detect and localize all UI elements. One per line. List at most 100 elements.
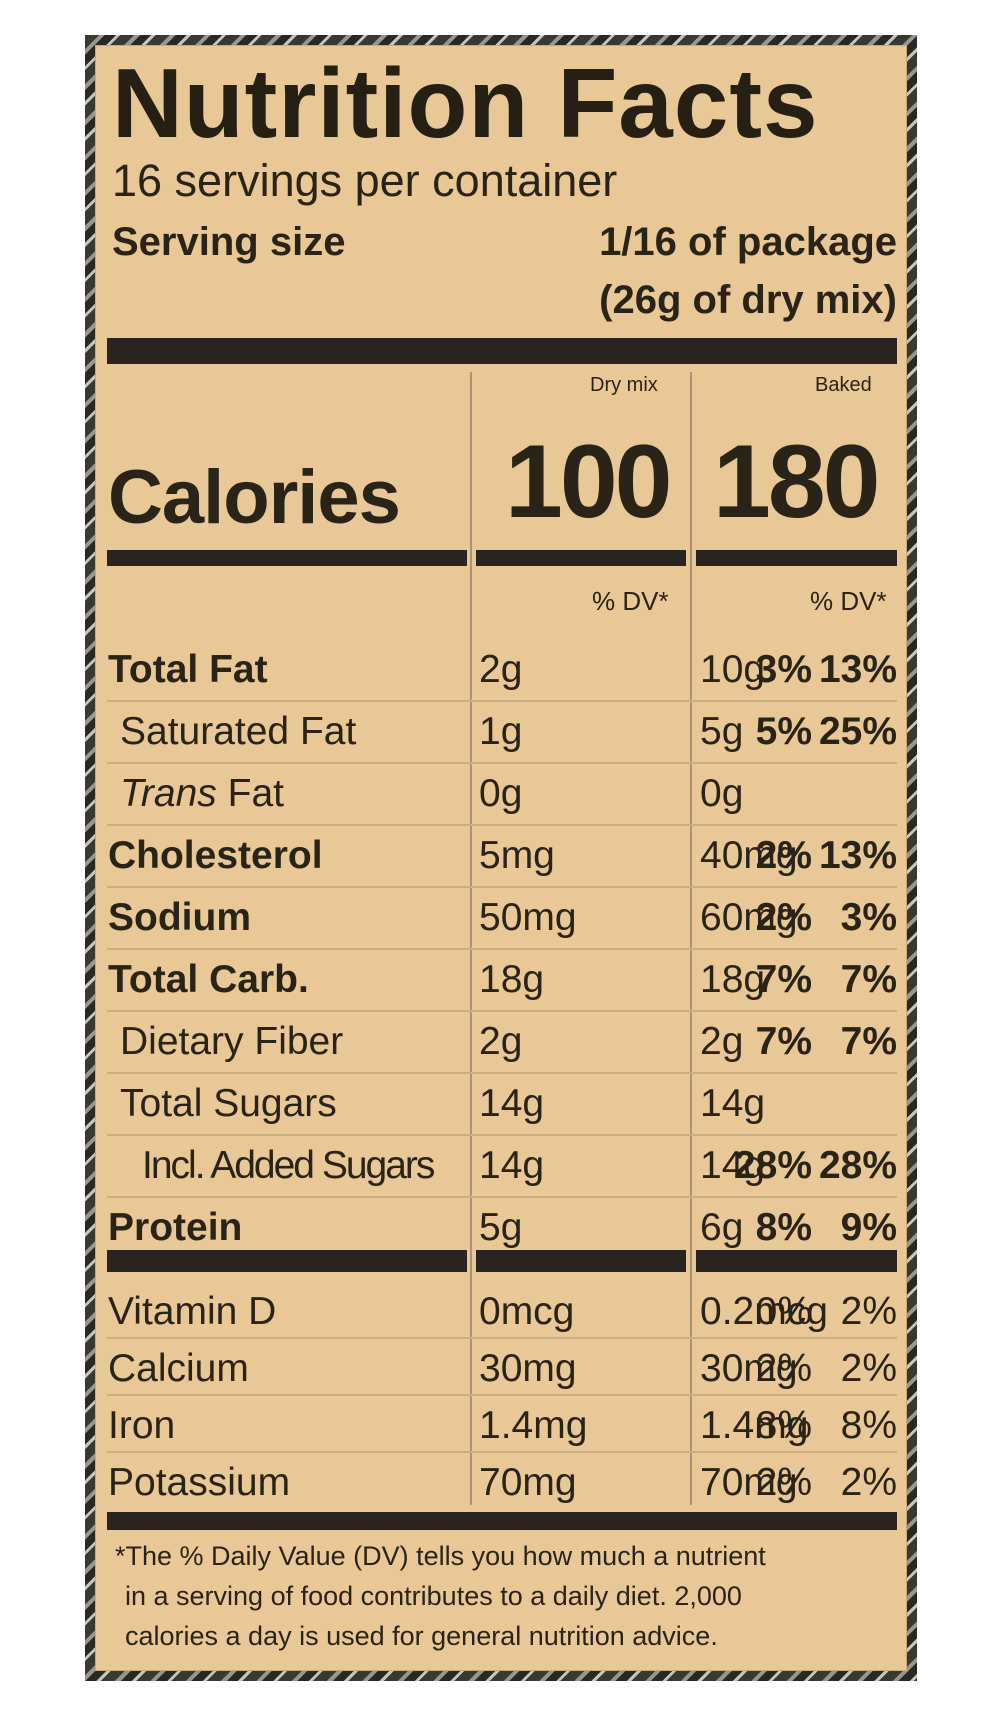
dry-dv: 8%: [755, 1404, 812, 1447]
thick-divider: [107, 1512, 897, 1530]
dry-amount: 2g: [479, 648, 523, 691]
baked-dv: 7%: [840, 958, 897, 1001]
dry-amount: 30mg: [479, 1347, 577, 1390]
row-divider: [107, 824, 897, 826]
vitamin-name: Iron: [108, 1404, 176, 1447]
baked-dv: 7%: [840, 1020, 897, 1063]
serving-size-weight: (26g of dry mix): [599, 278, 897, 322]
baked-amount: 5g: [700, 710, 744, 753]
footnote-line: *The % Daily Value (DV) tells you how mu…: [115, 1541, 766, 1571]
nutrient-name: Total Fat: [108, 648, 268, 691]
baked-amount: 14g: [700, 1144, 766, 1187]
nutrient-row: Trans Fat 0g 0g: [95, 762, 907, 824]
dry-amount: 5mg: [479, 834, 555, 877]
dry-amount: 18g: [479, 958, 545, 1001]
servings-per-container: 16 servings per container: [112, 155, 618, 206]
baked-dv: 8%: [840, 1404, 897, 1447]
medium-divider: [107, 550, 467, 566]
dry-dv: 8%: [755, 1206, 812, 1249]
dry-amount: 14g: [479, 1082, 545, 1125]
dry-amount: 0g: [479, 772, 523, 815]
calories-label: Calories: [108, 455, 401, 540]
nutrient-name: Trans Fat: [120, 774, 284, 813]
footnote-line: in a serving of food contributes to a da…: [125, 1581, 742, 1611]
nutrient-row: Total Carb. 18g 7% 18g 7%: [95, 948, 907, 1010]
baked-dv: 13%: [818, 648, 897, 691]
vitamin-row: Vitamin D 0mcg 0% 0.2mcg 2%: [95, 1280, 907, 1342]
nutrient-name-rest: Fat: [216, 772, 284, 815]
dry-amount: 5g: [479, 1206, 523, 1249]
baked-dv: 13%: [818, 834, 897, 877]
baked-dv: 2%: [840, 1461, 897, 1504]
nutrient-name: Incl. Added Sugars: [142, 1144, 435, 1187]
column-header-dry: Dry mix: [590, 374, 658, 396]
dry-amount: 2g: [479, 1020, 523, 1063]
baked-amount: 14g: [700, 1082, 766, 1125]
baked-amount: 70mg: [700, 1461, 798, 1504]
vitamin-name: Calcium: [108, 1347, 249, 1390]
vitamin-name: Potassium: [108, 1461, 291, 1504]
nutrient-name-italic: Trans: [120, 772, 217, 815]
medium-divider: [696, 1250, 897, 1272]
baked-dv: 2%: [840, 1347, 897, 1390]
dry-amount: 70mg: [479, 1461, 577, 1504]
medium-divider: [476, 550, 686, 566]
dry-amount: 50mg: [479, 896, 577, 939]
baked-amount: 1.4mg: [700, 1404, 809, 1447]
row-divider: [107, 1394, 897, 1396]
baked-dv: 9%: [840, 1206, 897, 1249]
nutrient-name: Dietary Fiber: [120, 1020, 344, 1063]
medium-divider: [107, 1250, 467, 1272]
dry-dv: 2%: [755, 834, 812, 877]
nutrient-name: Protein: [108, 1206, 243, 1249]
row-divider: [107, 1196, 897, 1198]
dv-header-baked: % DV*: [810, 586, 887, 616]
baked-dv: 25%: [818, 710, 897, 753]
baked-dv: 28%: [818, 1144, 897, 1187]
dry-dv: 7%: [755, 1020, 812, 1063]
dry-amount: 1.4mg: [479, 1404, 588, 1447]
row-divider: [107, 886, 897, 888]
column-header-baked: Baked: [815, 374, 872, 396]
baked-amount: 0g: [700, 772, 744, 815]
nutrient-row: Dietary Fiber 2g 7% 2g 7%: [95, 1010, 907, 1072]
row-divider: [107, 1072, 897, 1074]
thick-divider: [107, 338, 897, 364]
dry-dv: 5%: [755, 710, 812, 753]
dry-dv: 2%: [755, 896, 812, 939]
nutrient-name: Total Sugars: [120, 1082, 337, 1125]
nutrient-name: Saturated Fat: [120, 710, 357, 753]
row-divider: [107, 1337, 897, 1339]
dry-dv: 0%: [755, 1290, 812, 1333]
dry-amount: 0mcg: [479, 1290, 575, 1333]
dry-dv: 2%: [755, 1461, 812, 1504]
baked-amount: 6g: [700, 1206, 744, 1249]
serving-size-value: 1/16 of package: [599, 220, 897, 264]
column-divider: [470, 372, 472, 1505]
nutrient-row: Saturated Fat 1g 5% 5g 25%: [95, 700, 907, 762]
baked-amount: 10g: [700, 648, 766, 691]
baked-amount: 18g: [700, 958, 766, 1001]
nutrient-row: Sodium 50mg 2% 60mg 3%: [95, 886, 907, 948]
medium-divider: [476, 1250, 686, 1272]
nutrient-row: Total Fat 2g 3% 10g 13%: [95, 638, 907, 700]
column-divider: [690, 372, 692, 1505]
baked-dv: 3%: [840, 896, 897, 939]
baked-amount: 0.2mcg: [700, 1290, 828, 1333]
dry-amount: 14g: [479, 1144, 545, 1187]
row-divider: [107, 948, 897, 950]
footnote-line: calories a day is used for general nutri…: [125, 1621, 718, 1651]
baked-amount: 60mg: [700, 896, 798, 939]
row-divider: [107, 1134, 897, 1136]
vitamin-row: Iron 1.4mg 8% 1.4mg 8%: [95, 1394, 907, 1456]
vitamin-name: Vitamin D: [108, 1290, 277, 1333]
row-divider: [107, 1451, 897, 1453]
vitamin-row: Potassium 70mg 2% 70mg 2%: [95, 1451, 907, 1513]
nutrient-name: Cholesterol: [108, 834, 323, 877]
calories-dry: 100: [505, 424, 673, 540]
dry-dv: 3%: [755, 648, 812, 691]
dry-dv: 28%: [733, 1144, 812, 1187]
dry-amount: 1g: [479, 710, 523, 753]
nutrition-label: [95, 45, 907, 1671]
dry-dv: 2%: [755, 1347, 812, 1390]
